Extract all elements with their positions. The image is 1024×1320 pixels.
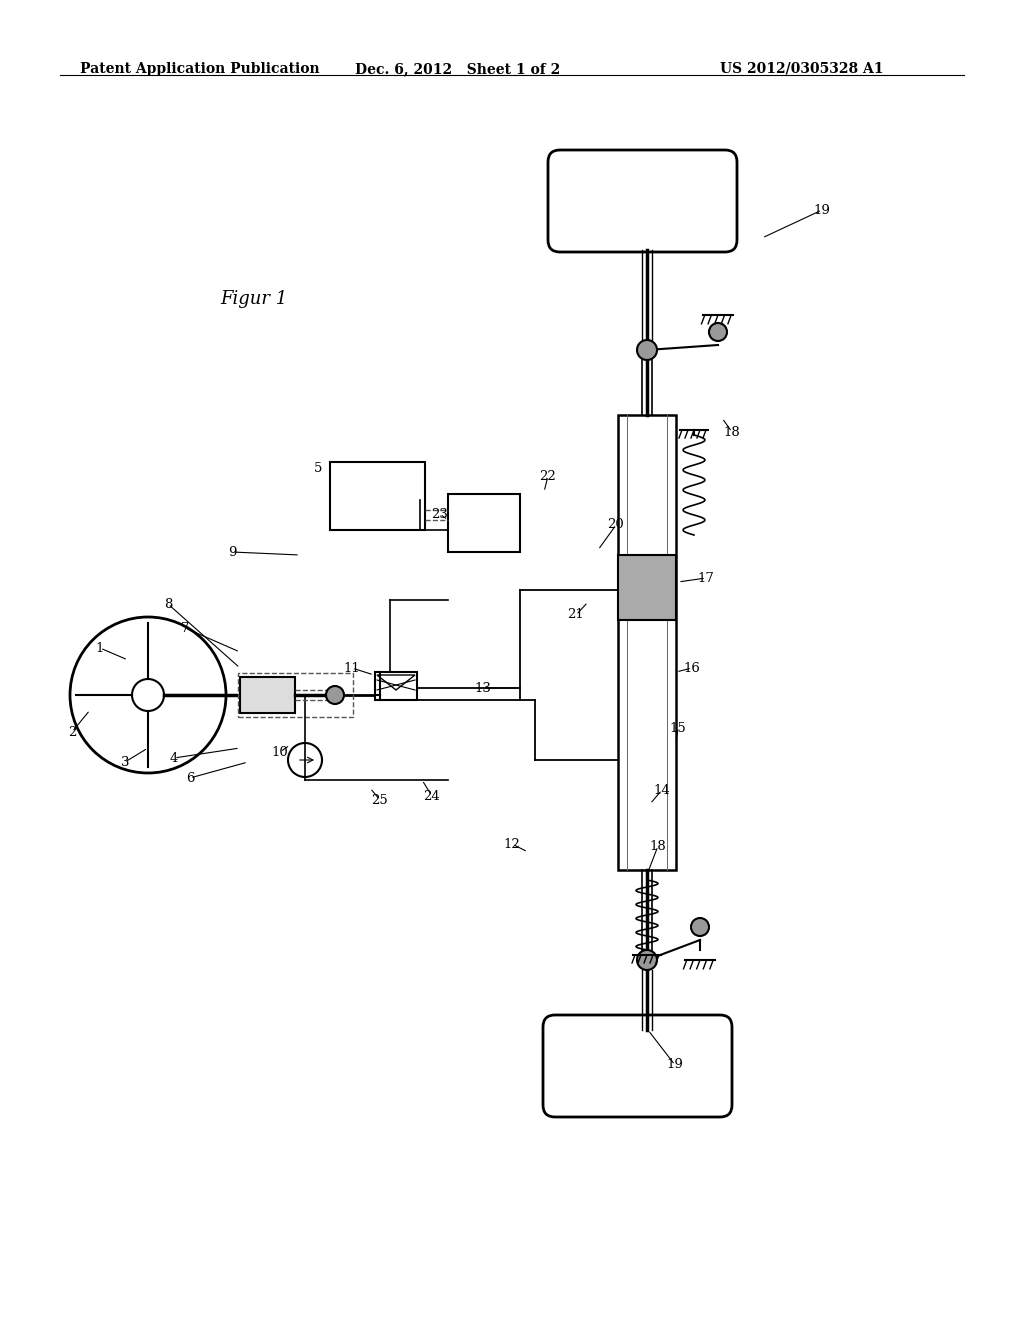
- Text: 7: 7: [181, 622, 189, 635]
- Text: 12: 12: [504, 837, 520, 850]
- Text: 23: 23: [431, 507, 449, 520]
- Text: Patent Application Publication: Patent Application Publication: [80, 62, 319, 77]
- Text: 9: 9: [227, 545, 237, 558]
- Text: 24: 24: [424, 789, 440, 803]
- Text: 18: 18: [649, 840, 667, 853]
- Text: 6: 6: [185, 771, 195, 784]
- Text: 15: 15: [670, 722, 686, 734]
- Circle shape: [637, 950, 657, 970]
- Text: US 2012/0305328 A1: US 2012/0305328 A1: [720, 62, 884, 77]
- Text: 5: 5: [313, 462, 323, 474]
- Text: 21: 21: [567, 609, 585, 622]
- Bar: [618, 414, 676, 870]
- Circle shape: [709, 323, 727, 341]
- Bar: [449, 494, 520, 552]
- Text: 18: 18: [724, 425, 740, 438]
- Text: 22: 22: [540, 470, 556, 483]
- FancyBboxPatch shape: [548, 150, 737, 252]
- Text: 4: 4: [170, 751, 178, 764]
- Text: 19: 19: [667, 1059, 683, 1072]
- Text: 19: 19: [813, 203, 830, 216]
- Text: Dec. 6, 2012   Sheet 1 of 2: Dec. 6, 2012 Sheet 1 of 2: [355, 62, 560, 77]
- Text: Figur 1: Figur 1: [220, 290, 288, 308]
- Bar: [240, 677, 295, 713]
- Bar: [375, 672, 417, 700]
- Text: 13: 13: [474, 681, 492, 694]
- Text: 1: 1: [96, 642, 104, 655]
- Text: 8: 8: [164, 598, 172, 610]
- Text: 3: 3: [121, 755, 129, 768]
- Text: 17: 17: [697, 572, 715, 585]
- FancyBboxPatch shape: [543, 1015, 732, 1117]
- Text: 25: 25: [372, 793, 388, 807]
- Circle shape: [637, 341, 657, 360]
- Circle shape: [691, 917, 709, 936]
- Text: 20: 20: [607, 519, 625, 532]
- Text: 16: 16: [684, 661, 700, 675]
- Text: 2: 2: [68, 726, 76, 738]
- Text: 14: 14: [653, 784, 671, 796]
- Bar: [238, 673, 353, 717]
- Text: 11: 11: [344, 661, 360, 675]
- Bar: [330, 462, 425, 531]
- Circle shape: [326, 686, 344, 704]
- Bar: [618, 554, 676, 620]
- Text: 10: 10: [271, 746, 289, 759]
